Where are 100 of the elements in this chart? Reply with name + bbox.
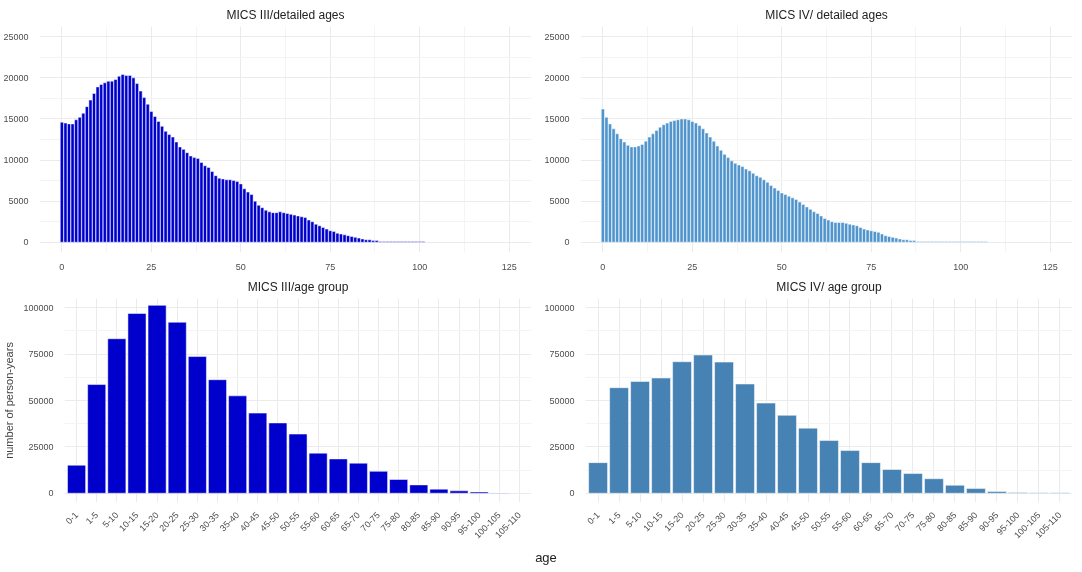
bar	[324, 228, 329, 243]
y-tick-label: 75000	[549, 349, 575, 360]
bar	[63, 122, 68, 243]
x-tick-label: 75	[866, 261, 877, 272]
y-tick-label: 10000	[3, 155, 29, 166]
x-tick-label: 125	[1042, 261, 1058, 272]
bar	[876, 232, 881, 243]
bar	[217, 177, 222, 243]
y-tick-label: 50000	[28, 395, 54, 406]
x-tick-label: 0	[59, 261, 65, 272]
bar	[704, 132, 709, 243]
bar	[285, 213, 290, 243]
bar	[317, 225, 322, 243]
bar	[367, 239, 372, 243]
bar	[905, 239, 909, 243]
bar	[747, 170, 752, 243]
chart-title: MICS IV/ detailed ages	[765, 7, 888, 22]
y-tick-label: 100000	[544, 302, 575, 313]
y-tick-label: 5000	[8, 196, 29, 207]
bar	[249, 194, 254, 243]
bar	[335, 232, 340, 243]
bar	[740, 166, 745, 243]
x-tick-label: 100	[953, 261, 969, 272]
x-tick-label: 75	[325, 261, 336, 272]
bar	[636, 145, 641, 243]
bar	[292, 214, 297, 243]
bar	[758, 177, 763, 243]
bar	[213, 175, 218, 243]
bar	[797, 201, 802, 243]
bar	[346, 235, 350, 243]
bar	[880, 233, 884, 243]
y-axis-title: number of person-years	[3, 341, 16, 459]
bar	[729, 160, 734, 243]
x-tick-label: 50	[776, 261, 787, 272]
bar	[865, 229, 870, 243]
bar	[754, 175, 759, 243]
chart-title: MICS IV/ age group	[776, 279, 883, 294]
bar	[858, 227, 863, 243]
bar	[815, 213, 820, 243]
y-tick-label: 10000	[544, 155, 570, 166]
bar	[665, 122, 670, 243]
chart-title: MICS III/age group	[247, 279, 349, 294]
y-tick-label: 15000	[3, 113, 29, 124]
bar	[862, 228, 866, 243]
bar	[342, 234, 347, 243]
y-tick-label: 0	[48, 488, 54, 499]
x-tick-label: 1-5	[606, 509, 623, 527]
bar	[267, 211, 272, 243]
bar	[640, 144, 645, 243]
bar	[188, 155, 193, 243]
x-tick-label: 50	[235, 261, 246, 272]
bar	[120, 74, 125, 243]
y-tick-label: 20000	[544, 72, 570, 83]
bar	[697, 125, 702, 243]
x-tick-label: 0-1	[63, 509, 81, 527]
x-tick-label: 125	[501, 261, 517, 272]
bar	[95, 86, 100, 243]
bar	[70, 123, 75, 243]
y-tick-label: 20000	[3, 72, 29, 83]
bar	[124, 75, 129, 243]
bar	[331, 231, 336, 243]
x-axis-title: age	[534, 549, 558, 567]
bar	[826, 219, 831, 243]
bar	[686, 119, 691, 243]
bar	[349, 236, 354, 243]
bar	[328, 230, 333, 243]
bar	[629, 146, 634, 243]
bar	[901, 239, 906, 243]
bar	[181, 149, 186, 243]
bar	[808, 209, 813, 243]
y-tick-label: 100000	[23, 302, 54, 313]
bar	[654, 130, 659, 243]
y-tick-label: 15000	[544, 113, 570, 124]
bar	[887, 236, 891, 243]
bar	[360, 238, 365, 243]
bar	[224, 179, 229, 243]
bar	[783, 194, 788, 243]
bar	[790, 197, 795, 243]
y-tick-label: 25000	[28, 441, 54, 452]
y-tick-label: 0	[564, 237, 570, 248]
bar	[722, 154, 727, 243]
y-tick-label: 0	[569, 488, 575, 499]
x-tick-label: 25	[146, 261, 157, 272]
bar	[274, 212, 279, 243]
bar	[851, 224, 856, 243]
x-tick-label: 1-5	[83, 509, 101, 527]
x-tick-label: 100	[412, 261, 428, 272]
bar	[772, 187, 777, 243]
bar	[661, 124, 666, 243]
bar	[869, 230, 874, 243]
bar	[353, 237, 358, 243]
x-tick-label: 25	[687, 261, 698, 272]
x-tick-label: 0	[600, 261, 606, 272]
y-tick-label: 0	[23, 237, 29, 248]
bar	[672, 120, 677, 243]
bar	[299, 216, 304, 243]
x-tick-label: 0-1	[585, 509, 602, 527]
bar	[872, 231, 877, 243]
y-tick-label: 50000	[549, 395, 575, 406]
bar	[113, 79, 118, 243]
